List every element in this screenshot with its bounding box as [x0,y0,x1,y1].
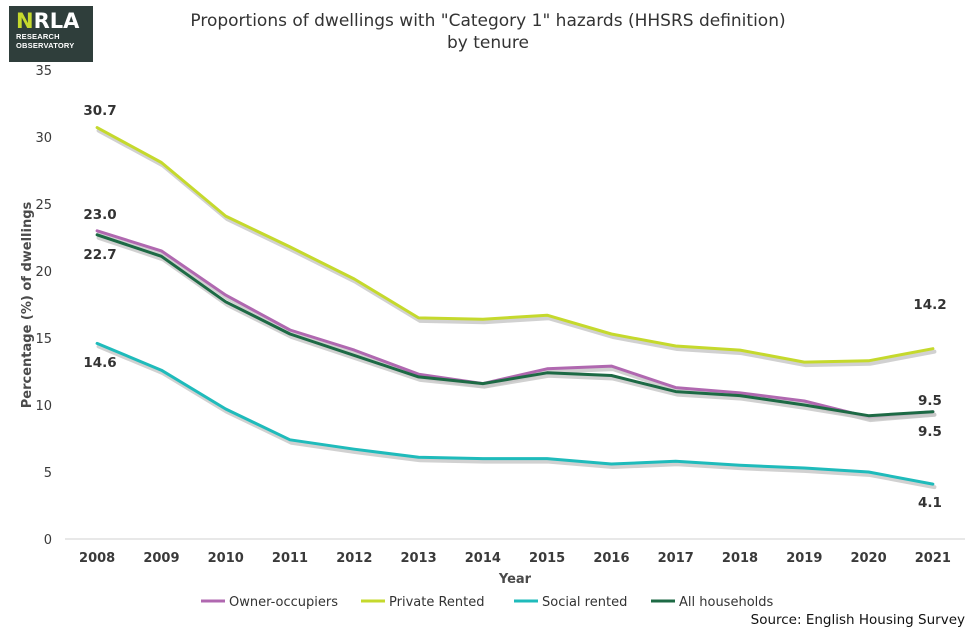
y-tick-label: 15 [35,332,52,347]
y-axis-title: Percentage (%) of dwellings [20,201,35,408]
y-tick-label: 20 [35,265,52,280]
chart-title-main: Proportions of dwellings with "Category … [190,11,786,31]
series-line-social [95,341,935,486]
data-label: 23.0 [83,207,116,223]
legend-label-private: Private Rented [389,595,485,610]
y-tick-label: 25 [35,198,52,213]
nrla-logo: NRLA RESEARCH OBSERVATORY [9,6,93,62]
x-tick-label: 2017 [658,551,694,566]
x-tick-label: 2020 [850,551,886,566]
source-note: Source: English Housing Survey [750,612,965,628]
data-label: 9.5 [918,424,942,440]
y-tick-label: 0 [44,533,52,548]
x-tick-label: 2009 [143,551,179,566]
x-tick-label: 2011 [272,551,308,566]
series-shadow-all [96,235,937,421]
series-shadow-owner [96,231,937,423]
x-tick-label: 2019 [786,551,822,566]
x-tick-label: 2008 [79,551,115,566]
x-tick-label: 2018 [722,551,758,566]
series-shadow-private [96,128,937,368]
logo-line-observatory: OBSERVATORY [16,41,75,50]
x-tick-label: 2012 [336,551,372,566]
series-line-private [95,126,935,364]
series-line-all [95,233,935,418]
legend-label-all: All households [679,595,774,610]
legend-label-social: Social rented [542,595,627,610]
y-tick-label: 5 [44,466,52,481]
chart-subtitle: by tenure [446,33,529,53]
chart-title: Proportions of dwellings with "Category … [130,10,846,54]
data-label: 22.7 [83,247,116,263]
x-axis-title: Year [498,572,532,587]
x-tick-label: 2010 [208,551,244,566]
data-label: 14.2 [913,297,946,313]
x-tick-label: 2015 [529,551,565,566]
y-tick-label: 10 [35,399,52,414]
y-tick-label: 30 [35,131,52,146]
x-tick-label: 2013 [400,551,436,566]
x-tick-label: 2021 [915,551,951,566]
x-tick-label: 2016 [593,551,629,566]
series-line-owner [95,229,935,419]
data-label: 4.1 [918,495,942,511]
y-tick-label: 35 [35,64,52,79]
x-tick-label: 2014 [465,551,501,566]
logo-brand: NRLA [16,9,80,33]
legend-label-owner: Owner-occupiers [229,595,338,610]
logo-line-research: RESEARCH [16,32,60,41]
data-label: 14.6 [83,355,116,371]
data-label: 9.5 [918,393,942,409]
series-shadow-social [96,344,937,490]
data-label: 30.7 [83,103,116,119]
